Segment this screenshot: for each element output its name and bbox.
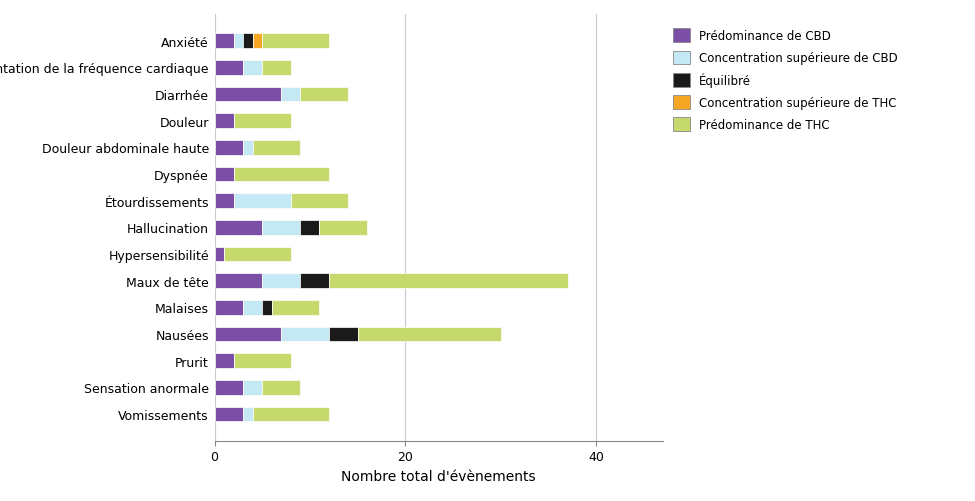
Bar (214, 167, 234, 182)
Bar (262, 61, 291, 76)
Bar (262, 35, 329, 49)
Bar (243, 35, 253, 49)
Bar (214, 141, 243, 155)
Bar (300, 220, 320, 235)
X-axis label: Nombre total d'évènements: Nombre total d'évènements (341, 469, 536, 483)
Bar (320, 220, 368, 235)
Bar (214, 35, 234, 49)
Bar (262, 380, 300, 395)
Bar (234, 354, 291, 368)
Bar (243, 407, 253, 421)
Bar (282, 327, 329, 342)
Bar (214, 114, 234, 129)
Bar (214, 274, 262, 289)
Bar (243, 301, 262, 315)
Bar (272, 301, 320, 315)
Bar (234, 35, 243, 49)
Bar (234, 167, 329, 182)
Bar (243, 61, 262, 76)
Bar (253, 35, 262, 49)
Bar (300, 274, 329, 289)
Bar (214, 327, 282, 342)
Bar (214, 301, 243, 315)
Bar (291, 194, 348, 208)
Bar (282, 88, 300, 102)
Bar (214, 247, 224, 262)
Bar (358, 327, 501, 342)
Bar (262, 301, 272, 315)
Bar (262, 274, 300, 289)
Bar (214, 220, 262, 235)
Bar (243, 380, 262, 395)
Bar (224, 247, 291, 262)
Bar (214, 380, 243, 395)
Bar (214, 88, 282, 102)
Bar (329, 327, 358, 342)
Bar (234, 194, 291, 208)
Legend: Prédominance de CBD, Concentration supérieure de CBD, Équilibré, Concentration s: Prédominance de CBD, Concentration supér… (674, 30, 898, 132)
Bar (234, 114, 291, 129)
Bar (253, 407, 329, 421)
Bar (214, 61, 243, 76)
Bar (214, 194, 234, 208)
Bar (243, 141, 253, 155)
Bar (253, 141, 300, 155)
Bar (214, 407, 243, 421)
Bar (214, 354, 234, 368)
Bar (262, 220, 300, 235)
Bar (300, 88, 348, 102)
Bar (329, 274, 567, 289)
